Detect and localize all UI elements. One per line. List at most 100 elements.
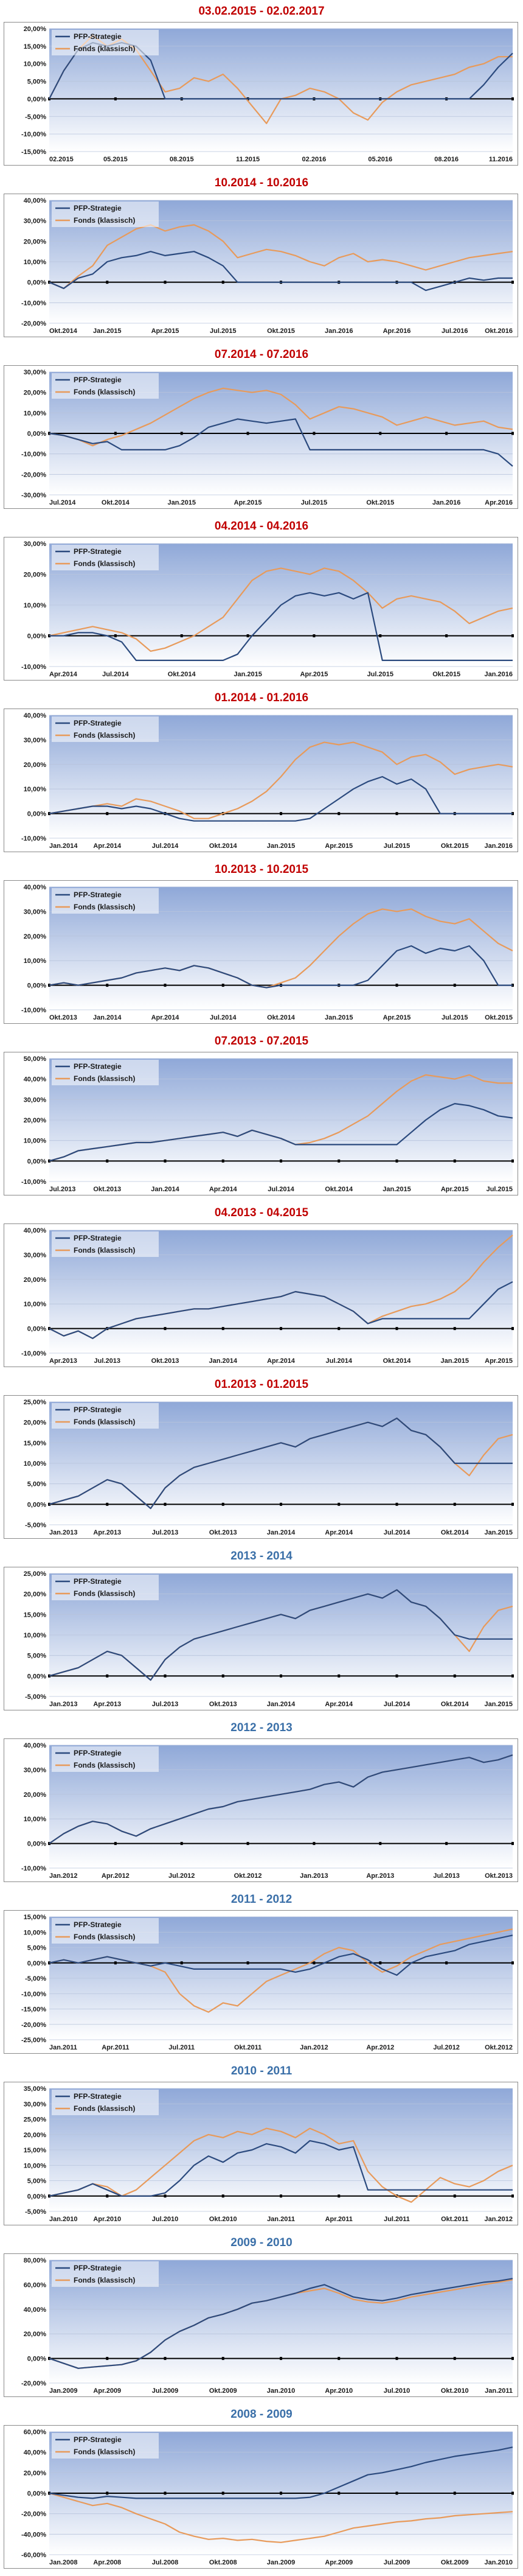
- chart-svg: -10,00% 0,00% 10,00% 20,00% 30,00% 40,00% Jan.…: [21, 712, 514, 850]
- y-tick-label: 40,00%: [24, 712, 47, 719]
- legend-label-strategy: PFP-Strategie: [74, 2092, 122, 2101]
- x-tick-mark: [106, 2194, 109, 2198]
- chart-title: 07.2014 - 07.2016: [214, 348, 309, 361]
- x-tick-label: Apr.2014: [209, 1186, 238, 1193]
- chart-svg: -30,00% -20,00% -10,00% 0,00% 10,00% 20,00% 30…: [21, 369, 514, 506]
- x-tick-label: Jul.2012: [168, 1872, 195, 1880]
- strategy-series-line: [49, 418, 513, 467]
- x-tick-label: Jan.2015: [325, 1014, 353, 1021]
- y-tick-label: 10,00%: [24, 1632, 47, 1639]
- legend-label-fund: Fonds (klassisch): [74, 2104, 135, 2113]
- x-tick-label: Jul.2014: [49, 499, 76, 506]
- y-tick-label: 80,00%: [24, 2257, 47, 2264]
- x-tick-label: Apr.2014: [325, 1701, 353, 1708]
- x-tick-label: Apr.2015: [383, 1014, 411, 1021]
- chart-panel: 2010 - 2011 -5,00% 0,00% 5,00% 10,00% 15,00% 2…: [4, 2062, 519, 2230]
- x-tick-label: Apr.2013: [366, 1872, 394, 1880]
- x-tick-mark: [164, 1502, 167, 1506]
- y-tick-label: -10,00%: [21, 299, 46, 307]
- y-tick-label: 10,00%: [24, 1301, 47, 1308]
- chart-svg: -5,00% 0,00% 5,00% 10,00% 15,00% 20,00% 25,00%…: [24, 2085, 514, 2223]
- x-tick-label: Jul.2014: [210, 1014, 237, 1021]
- x-tick-mark: [114, 634, 117, 637]
- chart-title: 2013 - 2014: [230, 1550, 293, 1563]
- chart-frame: -20,00% -10,00% 0,00% 10,00% 20,00% 30,00% 40,…: [4, 194, 518, 337]
- x-tick-mark: [180, 1842, 183, 1846]
- y-tick-label: 35,00%: [24, 2085, 47, 2093]
- y-tick-label: 20,00%: [24, 761, 47, 769]
- chart-svg: -20,00% 0,00% 20,00% 40,00% 60,00% 80,00% Jan.…: [21, 2257, 514, 2395]
- x-tick-label: Jul.2013: [152, 1529, 178, 1536]
- y-tick-label: -30,00%: [21, 492, 46, 499]
- x-tick-label: Okt.2013: [209, 1529, 237, 1536]
- y-tick-label: 0,00%: [27, 982, 46, 990]
- x-tick-label: Jul.2016: [442, 327, 468, 335]
- y-tick-label: -25,00%: [21, 2037, 46, 2044]
- y-tick-label: 10,00%: [24, 786, 47, 793]
- x-tick-mark: [379, 634, 382, 637]
- x-tick-mark: [338, 812, 341, 816]
- x-tick-label: Jul.2010: [152, 2216, 178, 2223]
- x-tick-label: Okt.2014: [102, 499, 130, 506]
- x-tick-label: Apr.2009: [93, 2387, 121, 2395]
- x-tick-label: Apr.2014: [93, 842, 122, 850]
- x-tick-mark: [280, 1502, 282, 1506]
- x-tick-label: 05.2015: [103, 156, 128, 163]
- y-tick-label: 10,00%: [24, 61, 47, 68]
- legend-label-fund: Fonds (klassisch): [74, 1589, 135, 1598]
- x-tick-label: Jul.2014: [326, 1357, 353, 1365]
- y-tick-label: 5,00%: [27, 1945, 46, 1952]
- legend-label-strategy: PFP-Strategie: [74, 376, 122, 384]
- x-tick-mark: [164, 1159, 167, 1163]
- y-tick-label: 20,00%: [24, 1276, 47, 1284]
- x-tick-mark: [48, 1842, 50, 1846]
- chart-title: 10.2014 - 10.2016: [214, 177, 309, 189]
- x-tick-label: Jan.2009: [267, 2559, 295, 2566]
- legend-label-strategy: PFP-Strategie: [74, 1234, 122, 1242]
- x-tick-label: Jan.2013: [300, 1872, 328, 1880]
- x-tick-label: Apr.2011: [325, 2216, 353, 2223]
- x-tick-mark: [280, 2357, 282, 2361]
- legend-label-strategy: PFP-Strategie: [74, 32, 122, 41]
- x-tick-label: Jul.2012: [433, 2044, 459, 2051]
- strategy-series-line: [49, 1102, 513, 1162]
- x-tick-mark: [511, 1961, 514, 1965]
- x-tick-mark: [511, 97, 514, 100]
- x-tick-mark: [338, 2357, 341, 2361]
- chart-panel: 07.2014 - 07.2016 -30,00% -20,00% -10,00% 0,…: [4, 346, 519, 514]
- x-tick-mark: [164, 1674, 167, 1678]
- x-tick-mark: [280, 2194, 282, 2198]
- x-tick-mark: [48, 1159, 50, 1163]
- legend-box: [52, 545, 159, 570]
- y-tick-label: -5,00%: [25, 1693, 46, 1701]
- x-tick-mark: [106, 1674, 109, 1678]
- x-tick-mark: [395, 2491, 398, 2495]
- x-tick-mark: [106, 2357, 109, 2361]
- chart-frame: -20,00% 0,00% 20,00% 40,00% 60,00% 80,00% Jan.…: [4, 2253, 518, 2397]
- y-tick-label: 20,00%: [24, 238, 47, 245]
- x-tick-mark: [453, 2194, 456, 2198]
- chart-panel: 03.02.2015 - 02.02.2017 -15,00% -10,00% -5,…: [4, 2, 519, 170]
- y-tick-label: 30,00%: [24, 2101, 47, 2108]
- x-tick-mark: [221, 984, 224, 987]
- x-tick-label: Jan.2014: [267, 1529, 296, 1536]
- x-tick-mark: [180, 432, 183, 435]
- legend-box: [52, 888, 159, 914]
- chart-frame: -10,00% 0,00% 10,00% 20,00% 30,00% 40,00% Apr.…: [4, 1223, 518, 1367]
- y-tick-label: -10,00%: [21, 1178, 46, 1186]
- x-tick-label: Okt.2009: [441, 2559, 469, 2566]
- x-tick-mark: [395, 812, 398, 816]
- x-tick-mark: [280, 1159, 282, 1163]
- x-tick-label: 08.2016: [434, 156, 459, 163]
- chart-title: 2010 - 2011: [230, 2065, 293, 2077]
- x-tick-label: Apr.2011: [102, 2044, 129, 2051]
- legend-box: [52, 30, 159, 55]
- y-tick-label: 40,00%: [24, 1227, 47, 1234]
- x-tick-label: Jul.2013: [49, 1186, 75, 1193]
- x-tick-label: Apr.2015: [151, 327, 179, 335]
- y-tick-label: 20,00%: [24, 1117, 47, 1124]
- x-tick-label: Jul.2013: [152, 1701, 178, 1708]
- chart-svg: -10,00% 0,00% 10,00% 20,00% 30,00% 40,00% Okt.…: [21, 884, 514, 1021]
- x-tick-mark: [395, 984, 398, 987]
- legend-label-fund: Fonds (klassisch): [74, 216, 135, 225]
